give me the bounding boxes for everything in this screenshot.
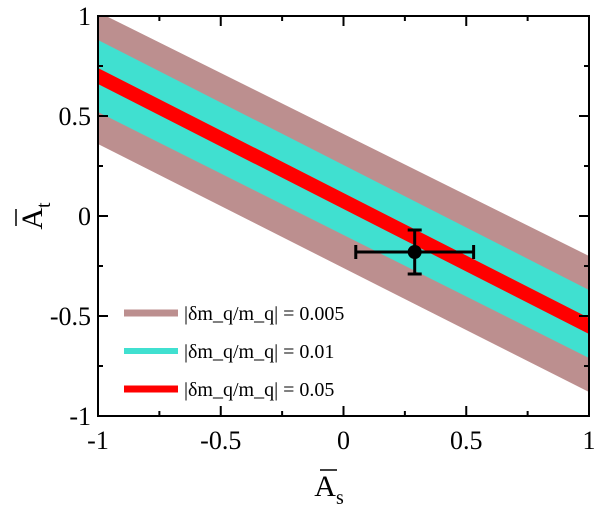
x-axis-label: As (314, 469, 344, 509)
y-tick-label: -0.5 (50, 302, 91, 331)
y-tick-label: 0.5 (59, 102, 92, 131)
data-point-group (354, 228, 476, 276)
y-tick-label: 1 (78, 2, 91, 31)
svg-text:At: At (16, 202, 55, 230)
data-point-marker (407, 245, 422, 259)
x-tick-label: 0 (337, 426, 350, 455)
x-tick-label: -0.5 (200, 426, 241, 455)
svg-text:As: As (314, 470, 344, 509)
legend-label-1: |δm_q/m_q| = 0.01 (184, 341, 334, 363)
y-axis-label: At (15, 202, 55, 230)
legend-label-2: |δm_q/m_q| = 0.05 (184, 379, 334, 401)
legend: |δm_q/m_q| = 0.005 |δm_q/m_q| = 0.01 |δm_q… (124, 303, 344, 401)
ticks (97, 15, 590, 417)
x-tick-label: 1 (583, 426, 596, 455)
y-tick-label: 0 (78, 202, 91, 231)
y-tick-label: -1 (69, 402, 91, 431)
x-tick-label: 0.5 (450, 426, 483, 455)
band-2 (98, 68, 589, 334)
bands (98, 16, 589, 392)
tick-labels: -1 -0.5 0 0.5 1 -1 -0.5 0 0.5 1 (50, 2, 596, 455)
legend-label-0: |δm_q/m_q| = 0.005 (184, 303, 344, 325)
x-tick-label: -1 (87, 426, 109, 455)
